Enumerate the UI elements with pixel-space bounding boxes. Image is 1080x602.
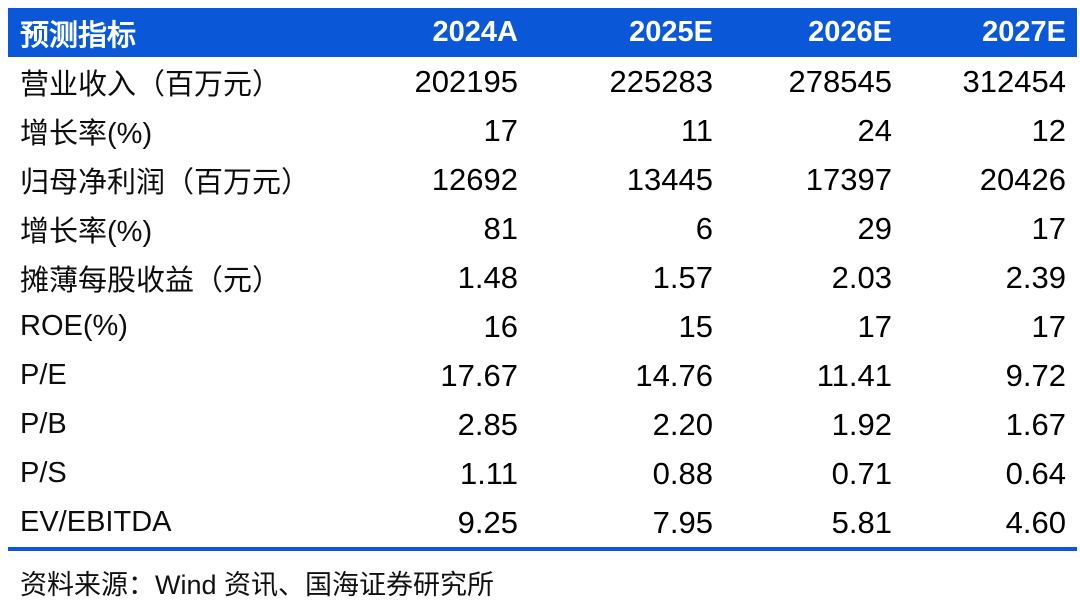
cell-value: 2.03 [831,259,892,295]
source-note: 资料来源：Wind 资讯、国海证券研究所 [20,570,495,600]
cell-value: 2.20 [652,406,713,442]
cell-value: 5.81 [831,504,892,540]
cell-value: 202195 [414,63,518,99]
cell-value: 81 [483,210,518,246]
cell-value: 9.25 [457,504,518,540]
table-row-net-profit: 归母净利润（百万元） 12692 13445 17397 20426 [8,155,1077,204]
cell-value: 0.88 [652,455,713,491]
table-row-pb: P/B 2.85 2.20 1.92 1.67 [8,400,1077,449]
header-cell-2027e: 2027E [982,16,1066,48]
cell-value: 11 [680,112,713,148]
row-label: 增长率(%) [20,215,153,248]
cell-value: 1.92 [831,406,892,442]
row-label: P/B [20,408,67,440]
cell-value: 16 [483,308,518,344]
forecast-table: 预测指标 2024A 2025E 2026E 2027E 营业收入（百万元） 2… [8,8,1077,547]
header-cell-2024a: 2024A [432,16,518,48]
table-header-row: 预测指标 2024A 2025E 2026E 2027E [8,8,1077,57]
row-label: P/S [20,457,67,489]
cell-value: 17 [1031,308,1066,344]
table-row-ev-ebitda: EV/EBITDA 9.25 7.95 5.81 4.60 [8,498,1077,547]
cell-value: 24 [857,112,892,148]
cell-value: 12692 [431,161,518,197]
row-label: ROE(%) [20,310,128,342]
cell-value: 2.85 [457,406,518,442]
cell-value: 14.76 [635,357,713,393]
cell-value: 9.72 [1005,357,1066,393]
row-label: 增长率(%) [20,117,153,150]
cell-value: 0.71 [831,455,892,491]
cell-value: 12 [1031,112,1066,148]
cell-value: 4.60 [1005,504,1066,540]
header-cell-2026e: 2026E [808,16,892,48]
cell-value: 278545 [788,63,892,99]
cell-value: 15 [678,308,713,344]
row-label: P/E [20,359,67,391]
table-row-profit-growth: 增长率(%) 81 6 29 17 [8,204,1077,253]
forecast-metrics-panel: 预测指标 2024A 2025E 2026E 2027E 营业收入（百万元） 2… [8,8,1077,602]
cell-value: 7.95 [652,504,713,540]
cell-value: 29 [857,210,892,246]
cell-value: 6 [695,210,713,246]
cell-value: 11.41 [816,357,892,393]
table-row-pe: P/E 17.67 14.76 11.41 9.72 [8,351,1077,400]
table-row-diluted-eps: 摊薄每股收益（元） 1.48 1.57 2.03 2.39 [8,253,1077,302]
cell-value: 17397 [805,161,892,197]
table-row-roe: ROE(%) 16 15 17 17 [8,302,1077,351]
row-label: 归母净利润（百万元） [20,166,311,199]
header-cell-metric: 预测指标 [20,19,137,52]
cell-value: 17 [1031,210,1066,246]
cell-value: 1.67 [1005,406,1066,442]
cell-value: 17.67 [440,357,518,393]
row-label: 营业收入（百万元） [20,68,282,101]
cell-value: 1.11 [459,455,518,491]
cell-value: 1.48 [457,259,518,295]
cell-value: 1.57 [652,259,713,295]
cell-value: 13445 [626,161,713,197]
row-label: EV/EBITDA [20,506,172,538]
table-row-revenue-growth: 增长率(%) 17 11 24 12 [8,106,1077,155]
table-row-ps: P/S 1.11 0.88 0.71 0.64 [8,449,1077,498]
cell-value: 0.64 [1005,455,1066,491]
cell-value: 225283 [609,63,713,99]
table-bottom-rule [8,547,1077,551]
table-row-revenue: 营业收入（百万元） 202195 225283 278545 312454 [8,57,1077,106]
cell-value: 17 [857,308,892,344]
cell-value: 17 [483,112,518,148]
row-label: 摊薄每股收益（元） [20,264,282,297]
header-cell-2025e: 2025E [629,16,713,48]
cell-value: 2.39 [1005,259,1066,295]
cell-value: 312454 [962,63,1066,99]
cell-value: 20426 [979,161,1066,197]
